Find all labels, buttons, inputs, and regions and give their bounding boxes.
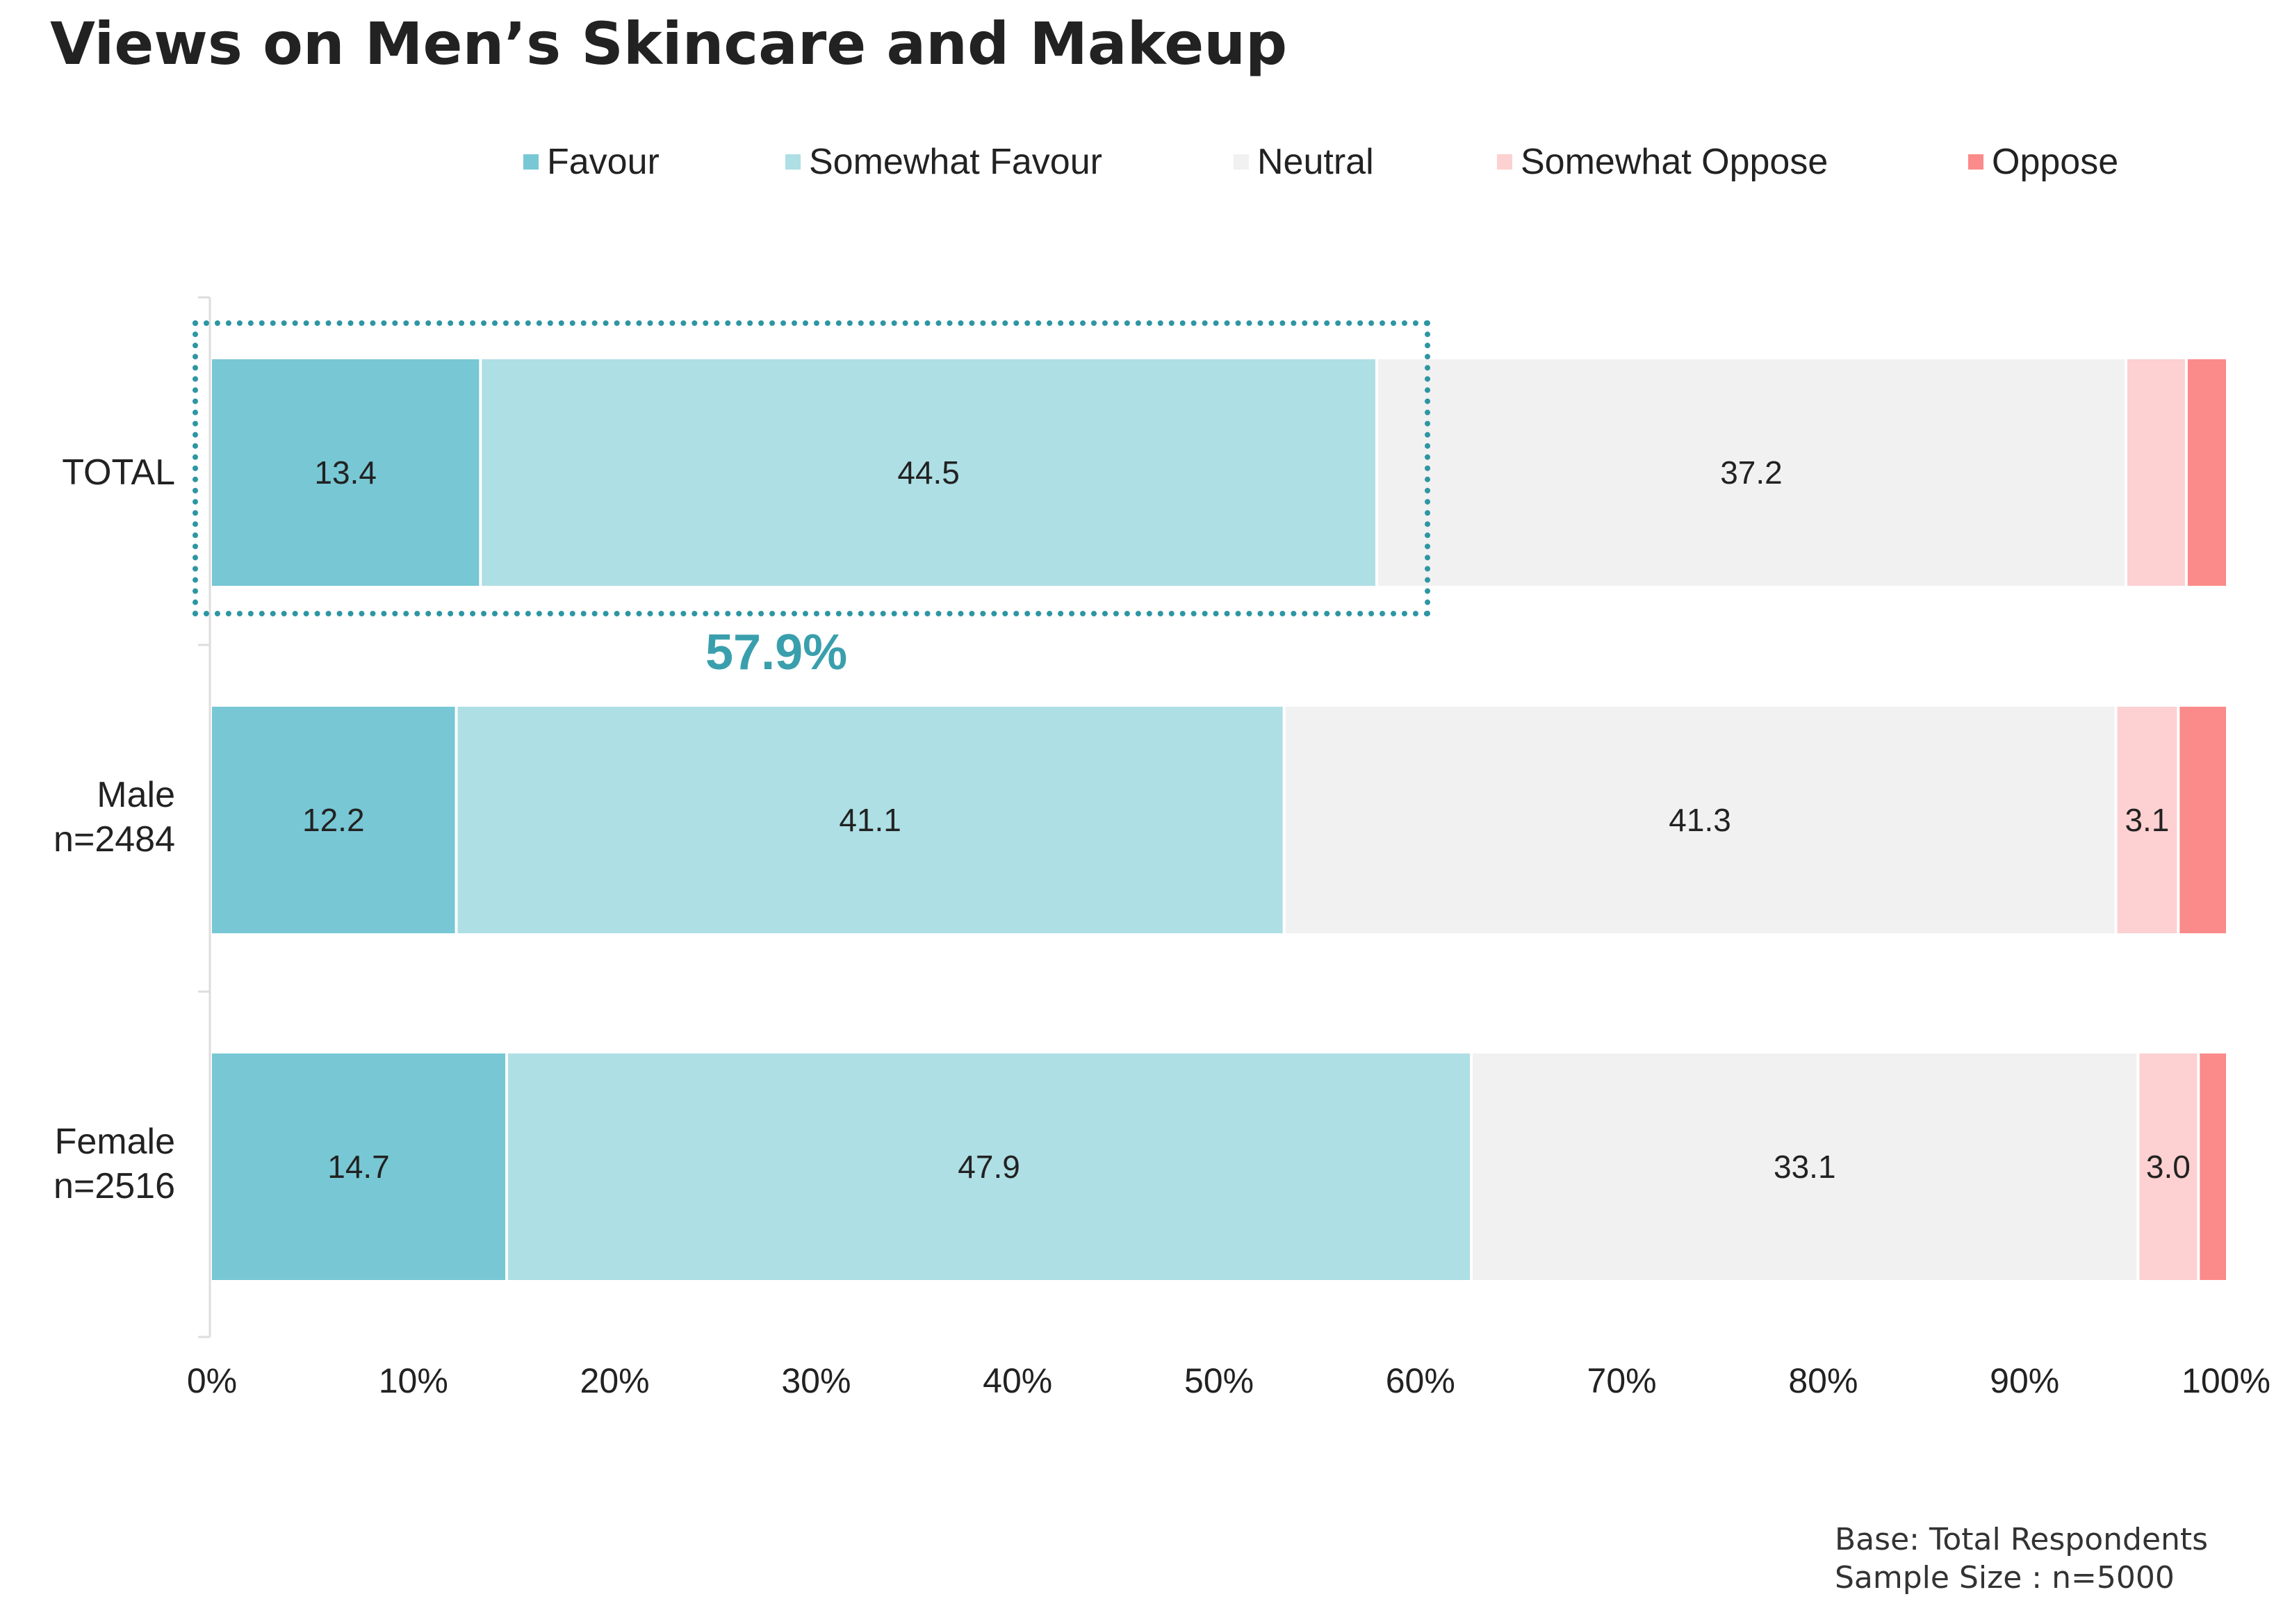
data-label: 41.1: [839, 802, 901, 838]
legend-swatch-favour: [523, 154, 539, 170]
legend-label-oppose: Oppose: [1992, 142, 2119, 182]
row-label-male: Male n=2484: [0, 773, 175, 862]
bar-segment-favour: [212, 1053, 506, 1280]
legend-item-somewhat-oppose: Somewhat Oppose: [1497, 140, 1828, 184]
legend-item-oppose: Oppose: [1968, 140, 2118, 184]
bar-segment-oppose: [2187, 359, 2226, 586]
row-label-total: TOTAL: [0, 450, 175, 495]
data-label: 3.1: [2125, 802, 2169, 838]
bar-segment-somewhat-oppose: [2117, 707, 2177, 933]
row-label-line2: n=2484: [54, 819, 175, 860]
data-label: 12.2: [302, 802, 365, 838]
x-tick-label: 0%: [186, 1361, 238, 1400]
legend-swatch-somewhat-favour: [785, 154, 801, 170]
data-label: 41.3: [1669, 802, 1731, 838]
data-label: 3.0: [2146, 1149, 2191, 1185]
x-tick-label: 20%: [580, 1361, 650, 1400]
data-label: 37.2: [1720, 454, 1783, 491]
highlight-box: [193, 320, 1430, 616]
x-tick-label: 60%: [1385, 1361, 1455, 1400]
legend-item-somewhat-favour: Somewhat Favour: [785, 140, 1102, 184]
row-label-female: Female n=2516: [0, 1119, 175, 1208]
bar-segment-somewhat-favour: [482, 359, 1375, 586]
row-label-line2: n=2516: [54, 1166, 175, 1206]
x-tick-label: 30%: [781, 1361, 851, 1400]
bar-segment-somewhat-favour: [457, 707, 1283, 933]
row-label-line1: Female: [54, 1122, 175, 1162]
x-tick-label: 40%: [983, 1361, 1053, 1400]
legend-label-somewhat-oppose: Somewhat Oppose: [1521, 142, 1828, 182]
bar-segment-favour: [212, 359, 480, 586]
x-tick-label: 100%: [2182, 1361, 2270, 1400]
bar-segment-neutral: [1473, 1053, 2137, 1280]
sample-size-note: Sample Size : n=5000: [1835, 1560, 2175, 1596]
legend-item-favour: Favour: [523, 140, 660, 184]
row-label-line1: TOTAL: [62, 452, 175, 493]
data-label: 14.7: [327, 1149, 390, 1185]
x-tick-label: 50%: [1184, 1361, 1254, 1400]
data-label: 44.5: [897, 454, 960, 491]
data-label: 47.9: [958, 1149, 1020, 1185]
x-tick-label: 70%: [1587, 1361, 1657, 1400]
base-note: Base: Total Respondents: [1835, 1522, 2209, 1557]
data-label: 33.1: [1774, 1149, 1836, 1185]
legend-item-neutral: Neutral: [1234, 140, 1374, 184]
highlight-total-favour: 57.9%: [705, 625, 848, 680]
bar-segment-neutral: [1285, 707, 2115, 933]
legend-label-neutral: Neutral: [1257, 142, 1374, 182]
x-tick-label: 90%: [1990, 1361, 2060, 1400]
legend-swatch-somewhat-oppose: [1497, 154, 1512, 170]
legend-label-somewhat-favour: Somewhat Favour: [809, 142, 1102, 182]
bars-group: 13.4 44.5 37.2 12.2 41.1 41.3 3.1 14.7 47.9 33.1 3…: [212, 359, 2226, 1280]
legend-swatch-neutral: [1234, 154, 1249, 170]
bar-segment-oppose: [2200, 1053, 2226, 1280]
bar-segment-favour: [212, 707, 455, 933]
bar-segment-somewhat-oppose: [2127, 359, 2185, 586]
chart-title: Views on Men’s Skincare and Makeup: [50, 10, 1288, 78]
x-tick-label: 10%: [378, 1361, 448, 1400]
bar-segment-somewhat-favour: [508, 1053, 1471, 1280]
x-tick-label: 80%: [1788, 1361, 1858, 1400]
bar-segment-oppose: [2179, 707, 2226, 933]
legend-label-favour: Favour: [547, 142, 660, 182]
bar-segment-neutral: [1377, 359, 2125, 586]
bar-segment-somewhat-oppose: [2139, 1053, 2198, 1280]
data-label: 13.4: [314, 454, 377, 491]
row-label-line1: Male: [97, 775, 175, 815]
legend-swatch-oppose: [1968, 154, 1983, 170]
